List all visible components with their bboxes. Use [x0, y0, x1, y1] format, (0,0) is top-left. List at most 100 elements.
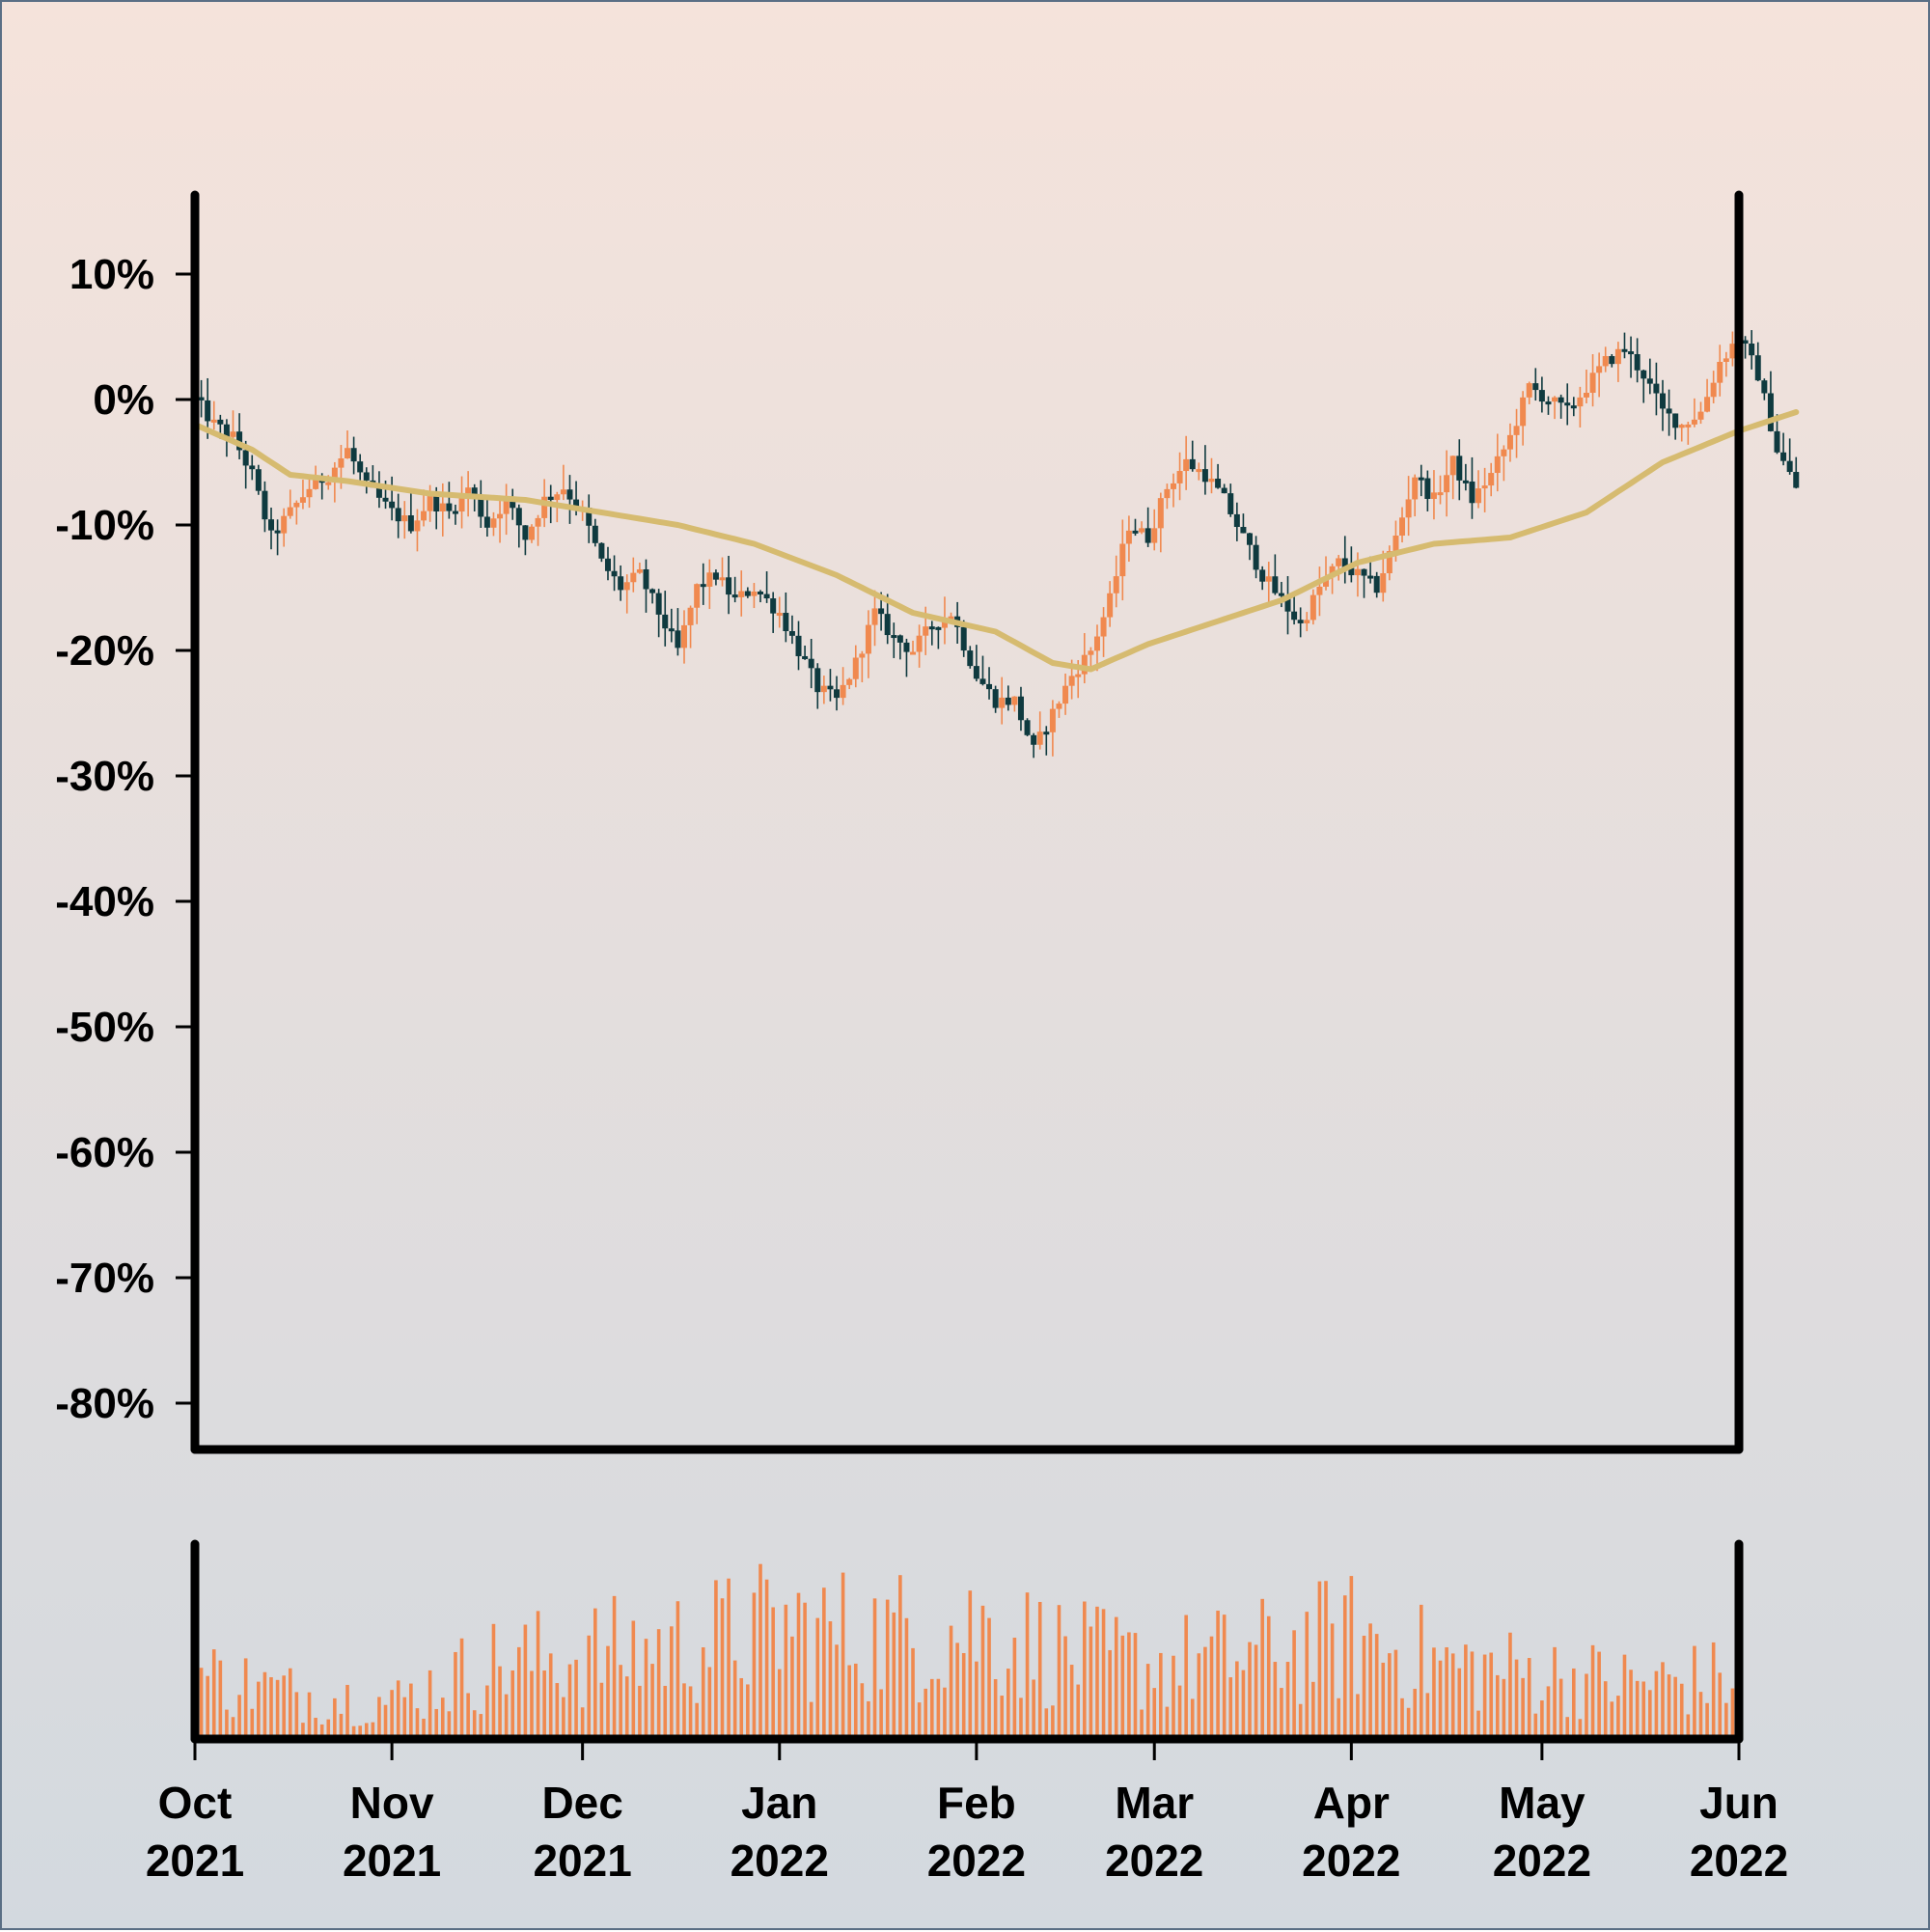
- candle: [935, 626, 942, 649]
- volume-bar: [720, 1598, 725, 1739]
- candle: [1373, 571, 1380, 598]
- candle: [903, 638, 910, 677]
- candle: [763, 571, 770, 603]
- candle: [865, 610, 871, 678]
- volume-bar: [257, 1681, 261, 1739]
- x-tick-month: Dec: [541, 1778, 622, 1828]
- candle: [623, 574, 630, 614]
- volume-bar: [231, 1717, 235, 1739]
- candle: [700, 563, 706, 605]
- volume-bar: [1616, 1696, 1620, 1739]
- volume-bar: [1305, 1612, 1310, 1739]
- volume-bar: [593, 1608, 597, 1739]
- candle: [1201, 445, 1208, 495]
- volume-bar: [1273, 1662, 1278, 1739]
- candle: [1659, 379, 1666, 431]
- volume-bar: [301, 1723, 305, 1739]
- volume-bar: [853, 1663, 858, 1739]
- candle: [846, 677, 853, 690]
- candle: [535, 514, 541, 546]
- volume-bar: [885, 1599, 890, 1739]
- volume-bar: [1482, 1654, 1487, 1739]
- volume-bar: [790, 1636, 794, 1739]
- candle: [586, 494, 593, 543]
- volume-bar: [504, 1694, 509, 1739]
- volume-bar: [764, 1579, 769, 1739]
- volume-bar: [1553, 1646, 1557, 1739]
- volume-bar: [536, 1611, 540, 1739]
- candle: [1589, 354, 1596, 407]
- volume-bar: [1083, 1601, 1087, 1739]
- candle: [1024, 718, 1031, 736]
- volume-bar: [1280, 1688, 1283, 1739]
- volume-bar: [472, 1710, 477, 1739]
- candle: [210, 400, 217, 430]
- candle: [522, 525, 529, 556]
- volume-bar: [867, 1700, 870, 1739]
- candle: [840, 667, 846, 705]
- volume-bar: [1464, 1644, 1468, 1739]
- x-tick-year: 2021: [343, 1835, 441, 1886]
- candle: [560, 464, 566, 501]
- candle: [1081, 633, 1088, 684]
- volume-bar: [434, 1708, 439, 1739]
- volume-bar: [1140, 1709, 1144, 1739]
- volume-bar: [402, 1697, 407, 1739]
- volume-bar: [326, 1719, 331, 1739]
- volume-bar: [1603, 1681, 1608, 1739]
- volume-bar: [1216, 1611, 1220, 1739]
- volume-bar: [199, 1668, 204, 1739]
- candle: [1049, 700, 1056, 757]
- volume-bar: [383, 1704, 388, 1739]
- volume-bar: [828, 1621, 833, 1739]
- candle: [1208, 457, 1215, 494]
- volume-bar: [682, 1683, 686, 1739]
- candle: [1354, 552, 1361, 597]
- volume-bar: [1311, 1681, 1315, 1739]
- candle: [1717, 345, 1723, 397]
- candle: [1253, 536, 1259, 579]
- candle: [891, 622, 897, 658]
- volume-bar: [1388, 1653, 1392, 1739]
- volume-bar: [1032, 1679, 1035, 1739]
- y-tick-label: -30%: [55, 753, 154, 800]
- candle: [643, 559, 649, 613]
- volume-bar: [479, 1714, 483, 1739]
- volume-bar: [841, 1572, 845, 1739]
- volume-bar: [1673, 1676, 1677, 1739]
- volume-bar: [1292, 1630, 1296, 1739]
- volume-bar: [1114, 1616, 1118, 1739]
- candle: [1036, 711, 1043, 750]
- x-tick-year: 2022: [927, 1835, 1026, 1886]
- volume-bar: [587, 1635, 592, 1739]
- volume-bar: [631, 1620, 636, 1739]
- x-tick-month: Feb: [937, 1778, 1016, 1828]
- volume-bar: [688, 1686, 693, 1739]
- price-panel-frame: [190, 190, 1744, 1454]
- volume-bar: [1159, 1652, 1163, 1739]
- volume-bar: [1324, 1581, 1328, 1739]
- candle: [1310, 589, 1316, 625]
- y-tick-label: -80%: [55, 1380, 154, 1427]
- candle: [1520, 391, 1527, 446]
- volume-bar: [638, 1685, 642, 1739]
- candle: [1570, 397, 1577, 417]
- candle: [1704, 378, 1711, 413]
- candle: [1538, 376, 1545, 413]
- volume-bar: [1019, 1697, 1023, 1739]
- volume-bar: [530, 1670, 534, 1739]
- volume-bar: [980, 1605, 985, 1739]
- volume-bar: [1101, 1609, 1106, 1739]
- candle: [1259, 566, 1266, 591]
- candle: [592, 518, 598, 547]
- volume-bar: [364, 1723, 369, 1739]
- volume-bar: [739, 1677, 744, 1739]
- candle: [1742, 336, 1749, 359]
- candle: [802, 645, 809, 660]
- candle: [401, 501, 408, 539]
- candle: [1151, 509, 1158, 551]
- volume-bar: [294, 1692, 299, 1739]
- volume-bar: [1254, 1644, 1258, 1739]
- volume-bar: [574, 1659, 578, 1739]
- volume-bar: [1476, 1710, 1480, 1739]
